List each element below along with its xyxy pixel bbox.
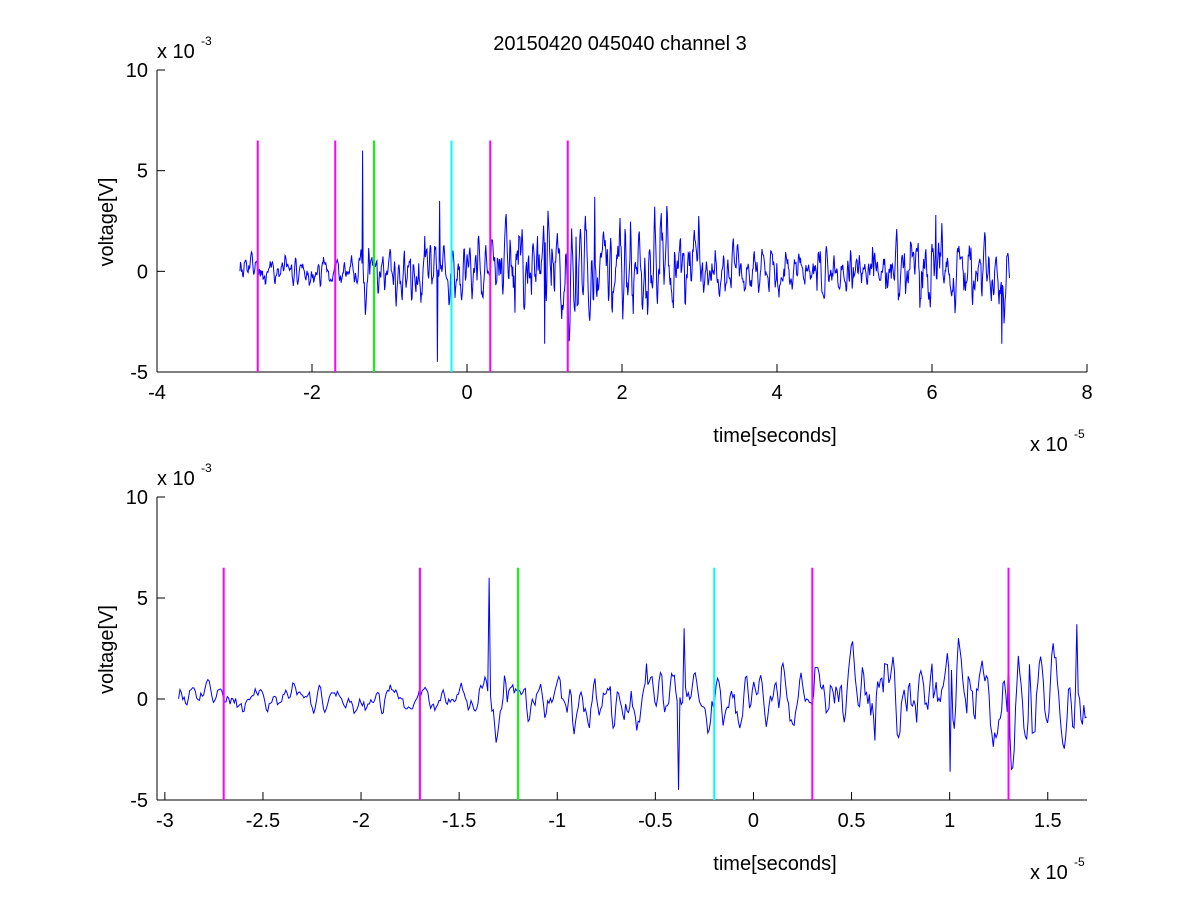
x-tick-label: -1	[548, 810, 566, 832]
y-tick-label: 5	[137, 588, 148, 610]
x-axis-label: time[seconds]	[713, 853, 836, 875]
x-axis-label: time[seconds]	[713, 425, 836, 447]
x-tick-label: 0.5	[838, 810, 866, 832]
x-tick-label: 2	[616, 382, 627, 404]
x-tick-label: 6	[926, 382, 937, 404]
signal-trace	[178, 577, 1087, 790]
x-tick-label: -2	[303, 382, 321, 404]
y-axis-label: voltage[V]	[96, 178, 118, 267]
y-tick-label: 0	[137, 689, 148, 711]
x-tick-label: -0.5	[638, 810, 672, 832]
x-tick-label: -2.5	[246, 810, 280, 832]
x-exponent-label: x 10	[1030, 862, 1068, 884]
y-tick-label: -5	[130, 790, 148, 812]
x-tick-label: 0	[748, 810, 759, 832]
x-tick-label: -1.5	[442, 810, 476, 832]
y-tick-label: -5	[130, 362, 148, 384]
y-tick-label: 10	[126, 60, 148, 82]
x-tick-label: 1.5	[1034, 810, 1062, 832]
x-tick-label: -4	[148, 382, 166, 404]
y-exponent-label: x 10	[157, 468, 195, 490]
x-exponent-power: -5	[1074, 855, 1085, 869]
x-tick-label: -3	[156, 810, 174, 832]
y-exponent-power: -3	[201, 34, 212, 48]
y-tick-label: 0	[137, 261, 148, 283]
x-exponent-label: x 10	[1030, 434, 1068, 456]
x-exponent-power: -5	[1074, 427, 1085, 441]
x-tick-label: 0	[461, 382, 472, 404]
y-exponent-label: x 10	[157, 41, 195, 63]
signal-trace	[239, 150, 1010, 362]
axes-top: -4 -2 0 2 4 6 8 -5 0 5 10 time[seconds] voltage[V] x …	[96, 34, 1093, 456]
x-tick-label: 1	[944, 810, 955, 832]
x-tick-label: 4	[771, 382, 782, 404]
axes-bottom: -3 -2.5 -2 -1.5 -1 -0.5 0 0.5 1 1.5 -5 0 5 10 time[sec…	[96, 461, 1087, 884]
y-tick-label: 5	[137, 161, 148, 183]
y-tick-label: 10	[126, 487, 148, 509]
figure-title: 20150420 045040 channel 3	[493, 33, 747, 55]
x-tick-label: 8	[1081, 382, 1092, 404]
x-tick-label: -2	[352, 810, 370, 832]
y-exponent-power: -3	[201, 461, 212, 475]
y-axis-label: voltage[V]	[96, 605, 118, 694]
